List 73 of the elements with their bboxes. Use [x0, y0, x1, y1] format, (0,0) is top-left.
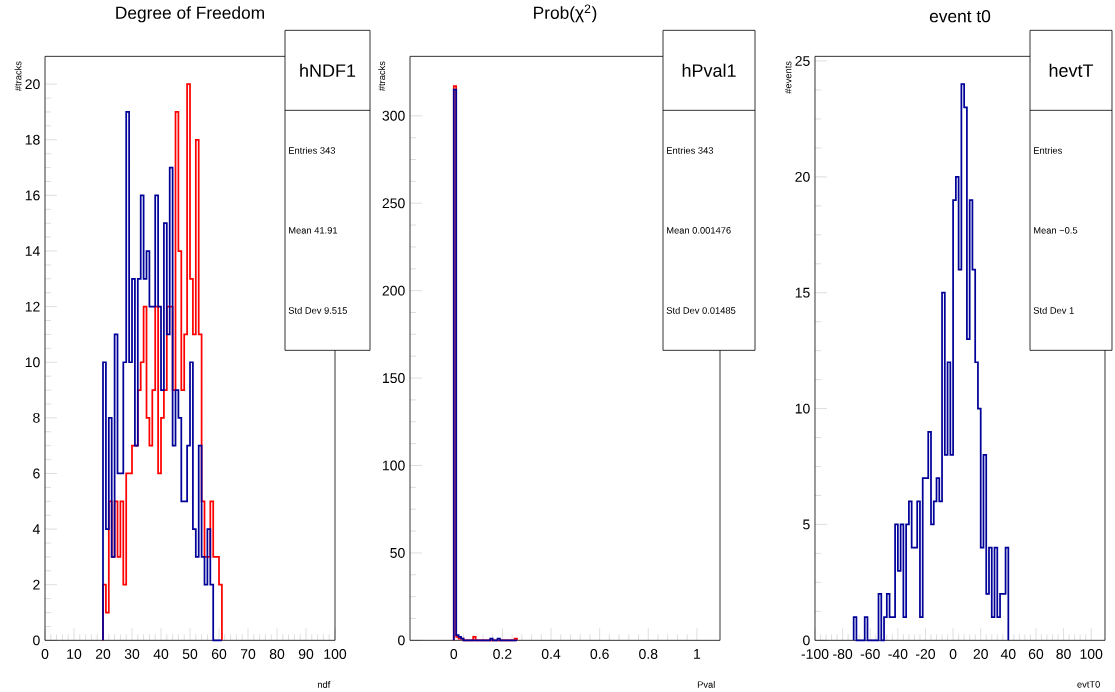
y-axis-title: #tracks [378, 61, 386, 91]
chart-title: Degree of Freedom [116, 5, 264, 23]
x-tick-label: 90 [298, 648, 314, 659]
x-tick-label: 50 [182, 648, 198, 659]
y-tick-label: 20 [25, 79, 40, 89]
y-tick-label: 50 [390, 547, 405, 558]
y-tick-label: 200 [382, 285, 405, 296]
y-tick-label: 16 [25, 190, 40, 201]
y-tick-label: 0 [33, 635, 40, 646]
x-tick-label: 20 [95, 648, 111, 659]
x-tick-label: 0.2 [493, 648, 512, 659]
y-tick-label: 2 [33, 579, 40, 590]
x-axis-title: evtT0 [1077, 680, 1100, 688]
annotation: Entries 343 [289, 146, 336, 154]
y-tick-label: 12 [25, 301, 40, 312]
x-tick-label: -20 [915, 648, 936, 659]
x-tick-label: 80 [1056, 648, 1071, 659]
y-tick-label: 15 [795, 287, 810, 298]
x-tick-label: 0 [450, 648, 458, 659]
x-tick-label: 0.8 [639, 648, 658, 659]
x-tick-label: 30 [124, 648, 140, 659]
annotation: Std Dev 0.01485 [666, 306, 736, 314]
x-tick-label: -100 [801, 648, 829, 659]
y-tick-label: 18 [25, 134, 40, 145]
x-tick-label: 70 [240, 648, 256, 659]
x-axis-title: Pval [697, 680, 715, 688]
x-tick-label: -80 [833, 648, 853, 659]
y-tick-label: 6 [33, 468, 40, 479]
x-tick-label: 40 [153, 648, 169, 659]
y-tick-label: 14 [25, 246, 40, 256]
y-tick-label: 10 [25, 357, 40, 368]
x-axis-title: ndf [317, 680, 331, 688]
y-tick-label: 5 [803, 519, 810, 530]
x-tick-label: 0 [41, 648, 49, 659]
x-tick-label: 0.6 [590, 648, 609, 659]
annotation: hNDF1 [300, 63, 356, 77]
y-tick-label: 10 [795, 403, 810, 414]
annotation: hevtT [1049, 63, 1094, 77]
annotation: hPval1 [682, 63, 736, 77]
y-tick-label: 250 [382, 198, 405, 209]
x-tick-label: -60 [860, 648, 880, 659]
y-tick-label: 0 [398, 635, 405, 646]
chart-title: event t0 [929, 9, 991, 23]
x-tick-label: 0 [949, 648, 957, 659]
y-tick-label: 8 [33, 412, 40, 423]
annotation: Mean 41.91 [289, 226, 338, 234]
y-tick-label: 150 [383, 372, 405, 383]
annotation: Mean 0.001476 [667, 226, 731, 234]
annotation: Std Dev 1 [1033, 306, 1074, 314]
x-tick-label: 100 [324, 648, 347, 659]
x-tick-label: 60 [211, 648, 227, 659]
y-tick-label: 0 [803, 635, 810, 646]
y-axis-title: #events [784, 61, 792, 94]
x-tick-label: -40 [888, 648, 908, 659]
y-tick-label: 100 [383, 460, 405, 471]
x-tick-label: 40 [1000, 648, 1016, 659]
x-tick-label: 1 [694, 648, 701, 659]
y-axis-title: #tracks [14, 61, 22, 91]
x-tick-label: 100 [1080, 648, 1103, 659]
y-tick-label: 300 [382, 110, 405, 121]
x-tick-label: 60 [1028, 648, 1044, 659]
annotation: Std Dev 9.515 [288, 306, 348, 314]
x-tick-label: 20 [973, 648, 988, 659]
y-tick-label: 4 [32, 524, 40, 534]
y-tick-label: 25 [795, 55, 810, 66]
y-tick-label: 20 [795, 171, 810, 182]
x-tick-label: 10 [67, 648, 82, 659]
x-tick-label: 0.4 [541, 648, 561, 659]
x-tick-label: 80 [269, 648, 285, 659]
annotation: Mean −0.5 [1034, 226, 1078, 234]
chart-title: Prob(χ$^{2}$) [534, 4, 597, 23]
annotation: Entries [1034, 146, 1062, 154]
annotation: Entries 343 [667, 146, 714, 154]
